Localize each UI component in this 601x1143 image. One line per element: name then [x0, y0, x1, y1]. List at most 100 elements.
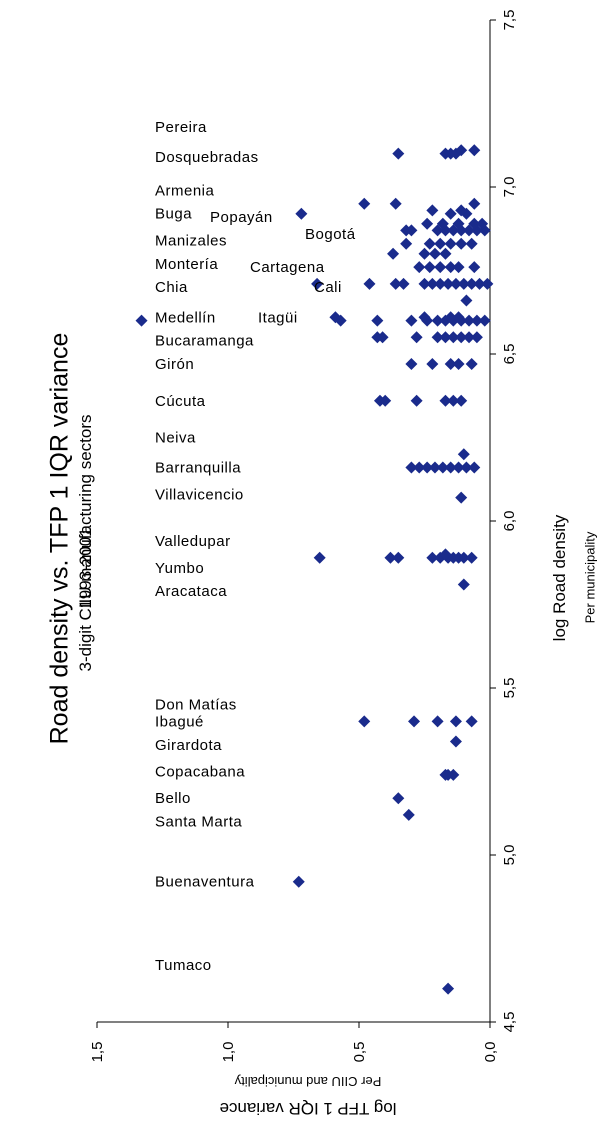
data-point	[402, 808, 415, 821]
data-point	[442, 277, 455, 290]
data-point	[468, 144, 481, 157]
city-label: Buga	[155, 206, 192, 223]
axis-ticks: 4,5 5,0 5,5 6,0 6,5 7,0 7,5 0,0 0,5 1,0 1,5	[89, 10, 518, 1063]
data-point	[444, 237, 457, 250]
data-point	[439, 548, 452, 561]
data-point	[363, 277, 376, 290]
data-point	[444, 461, 457, 474]
data-points	[135, 144, 494, 995]
data-point	[434, 261, 447, 274]
data-point	[408, 715, 421, 728]
data-point	[444, 311, 457, 324]
data-point	[135, 314, 148, 327]
data-point	[405, 314, 418, 327]
data-point	[442, 982, 455, 995]
city-label: Montería	[155, 256, 218, 273]
city-label: Yumbo	[155, 560, 204, 577]
y-tick-label: 0,5	[351, 1042, 368, 1063]
data-point	[465, 551, 478, 564]
x-tick-label: 5,0	[501, 845, 518, 866]
data-point	[426, 551, 439, 564]
data-point	[452, 261, 465, 274]
data-point	[439, 247, 452, 260]
data-point	[455, 204, 468, 217]
x-tick-label: 7,5	[501, 10, 518, 31]
x-tick-label: 5,5	[501, 678, 518, 699]
city-label: Aracataca	[155, 583, 227, 600]
data-point	[418, 277, 431, 290]
data-point	[413, 461, 426, 474]
data-point	[452, 217, 465, 230]
data-point	[418, 311, 431, 324]
data-point	[295, 207, 308, 220]
city-label: Don Matías	[155, 697, 237, 714]
data-point	[465, 277, 478, 290]
data-point	[426, 277, 439, 290]
city-label: Cartagena	[250, 259, 325, 276]
x-tick-label: 4,5	[501, 1012, 518, 1033]
data-point	[292, 875, 305, 888]
data-point	[478, 314, 491, 327]
data-point	[452, 311, 465, 324]
city-label: Santa Marta	[155, 814, 242, 831]
data-point	[376, 331, 389, 344]
data-point	[389, 277, 402, 290]
city-label: Bucaramanga	[155, 333, 254, 350]
data-point	[436, 217, 449, 230]
data-point	[392, 551, 405, 564]
x-axis-title: log Road density	[550, 514, 569, 642]
data-point	[442, 768, 455, 781]
data-point	[358, 715, 371, 728]
city-label: Girón	[155, 356, 194, 373]
data-point	[463, 331, 476, 344]
data-point	[449, 277, 462, 290]
data-point	[410, 331, 423, 344]
data-point	[311, 277, 324, 290]
data-point	[452, 358, 465, 371]
data-point	[392, 792, 405, 805]
data-point	[439, 331, 452, 344]
data-point	[405, 224, 418, 237]
data-point	[449, 735, 462, 748]
city-label: Manizales	[155, 232, 227, 249]
data-point	[455, 237, 468, 250]
data-point	[428, 247, 441, 260]
data-point	[426, 204, 439, 217]
data-point	[329, 311, 342, 324]
data-point	[313, 551, 326, 564]
data-point	[426, 358, 439, 371]
data-point	[444, 358, 457, 371]
y-axis-subtitle: Per CIIU and municipality	[234, 1074, 382, 1089]
city-label: Chia	[155, 279, 188, 296]
city-label: Cúcuta	[155, 393, 206, 410]
y-tick-label: 0,0	[482, 1042, 499, 1063]
city-label: Buenaventura	[155, 874, 255, 891]
city-label: Tumaco	[155, 957, 212, 974]
data-point	[476, 217, 489, 230]
data-point	[468, 261, 481, 274]
data-point	[431, 314, 444, 327]
city-label: Ibagué	[155, 713, 204, 730]
data-point	[455, 144, 468, 157]
city-label: Itagüi	[258, 309, 298, 326]
y-tick-label: 1,5	[89, 1042, 106, 1063]
x-axis-subtitle: Per municipality	[582, 531, 598, 624]
data-point	[455, 394, 468, 407]
data-point	[397, 277, 410, 290]
city-label: Medellín	[155, 309, 216, 326]
x-tick-label: 7,0	[501, 177, 518, 198]
city-label: Girardota	[155, 737, 222, 754]
city-label: Villavicencio	[155, 486, 244, 503]
chart-subtitle-line2: 1993-2001	[76, 527, 95, 609]
data-point	[371, 314, 384, 327]
data-point	[405, 461, 418, 474]
data-point	[358, 197, 371, 210]
city-label: Dosquebradas	[155, 149, 259, 166]
data-point	[447, 394, 460, 407]
data-point	[400, 237, 413, 250]
city-label: Barranquilla	[155, 460, 241, 477]
city-label: Cali	[314, 279, 342, 296]
data-point	[428, 461, 441, 474]
y-axis-title: log TFP 1 IQR variance	[219, 1099, 397, 1118]
